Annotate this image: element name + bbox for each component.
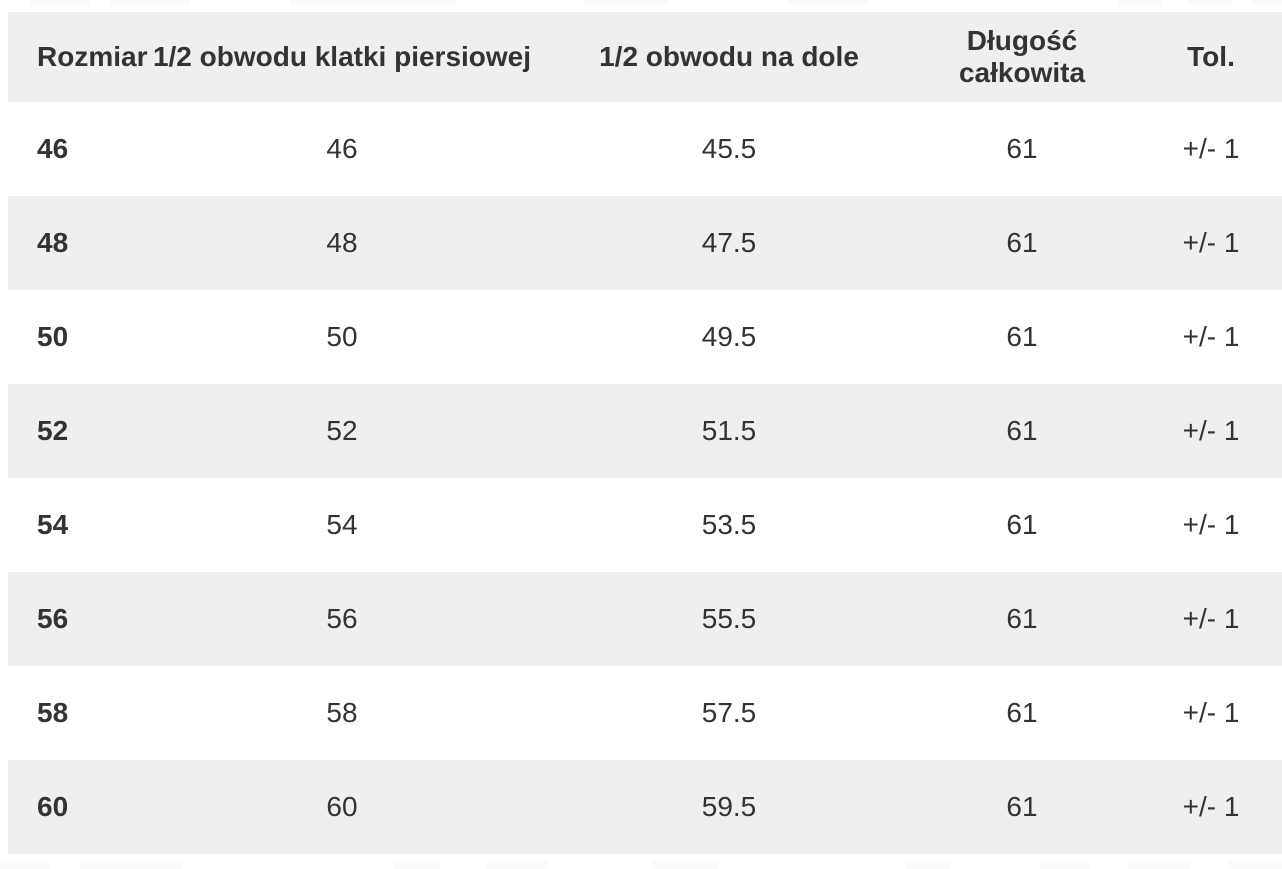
cropped-text-remnant — [290, 0, 455, 5]
cell-chest: 46 — [326, 133, 358, 164]
cell-bottom: 57.5 — [701, 697, 757, 728]
header-cell-chest: 1/2 obwodu klatki piersiowej — [130, 12, 554, 102]
cropped-text-remnant — [393, 861, 440, 869]
cropped-text-remnant — [1228, 861, 1282, 869]
cell-bottom: 47.5 — [701, 227, 757, 258]
cell-bottom: 45.5 — [701, 133, 757, 164]
table-row-size-56: 56 56 55.5 61 +/- 1 — [8, 572, 1282, 666]
cell-chest: 54 — [326, 509, 358, 540]
size-chart-header: Rozmiar 1/2 obwodu klatki piersiowej 1/2 o… — [8, 12, 1282, 102]
cell-rozmiar: 52 — [37, 415, 69, 446]
cell-length: 61 — [1006, 791, 1038, 822]
table-row-size-54: 54 54 53.5 61 +/- 1 — [8, 478, 1282, 572]
cell-rozmiar: 58 — [37, 697, 69, 728]
cropped-text-remnant — [1040, 861, 1090, 869]
cropped-text-remnant — [652, 861, 718, 869]
size-chart-table: Rozmiar 1/2 obwodu klatki piersiowej 1/2 o… — [8, 12, 1282, 854]
header-cell-tolerance: Tol. — [1140, 12, 1282, 102]
cell-tolerance: +/- 1 — [1182, 227, 1240, 258]
cropped-text-remnant — [585, 0, 668, 5]
cell-bottom: 55.5 — [701, 603, 757, 634]
table-row-size-58: 58 58 57.5 61 +/- 1 — [8, 666, 1282, 760]
cell-length: 61 — [1006, 227, 1038, 258]
cell-tolerance: +/- 1 — [1182, 415, 1240, 446]
header-cell-length: Długość całkowita — [904, 12, 1140, 102]
cell-tolerance: +/- 1 — [1182, 697, 1240, 728]
cell-length: 61 — [1006, 509, 1038, 540]
cell-length: 61 — [1006, 415, 1038, 446]
cropped-text-remnant — [905, 861, 950, 869]
cropped-text-remnant — [486, 861, 548, 869]
cropped-text-remnant — [1118, 0, 1162, 5]
cropped-text-remnant — [30, 0, 90, 5]
header-row: Rozmiar 1/2 obwodu klatki piersiowej 1/2 o… — [8, 12, 1282, 102]
cropped-text-remnant — [110, 0, 190, 5]
cell-tolerance: +/- 1 — [1182, 321, 1240, 352]
cell-rozmiar: 56 — [37, 603, 69, 634]
cell-bottom: 51.5 — [701, 415, 757, 446]
cropped-text-remnant — [0, 861, 50, 869]
cell-chest: 50 — [326, 321, 358, 352]
cell-length: 61 — [1006, 133, 1038, 164]
cell-rozmiar: 46 — [37, 133, 69, 164]
cell-bottom: 49.5 — [701, 321, 757, 352]
cell-tolerance: +/- 1 — [1182, 133, 1240, 164]
header-cell-bottom: 1/2 obwodu na dole — [554, 12, 904, 102]
size-chart-body: 46 46 45.5 61 +/- 1 48 48 47.5 61 +/- 1 50 50 49.5 61… — [8, 102, 1282, 854]
cell-tolerance: +/- 1 — [1182, 603, 1240, 634]
cropped-text-remnant — [1188, 0, 1232, 5]
table-row-size-48: 48 48 47.5 61 +/- 1 — [8, 196, 1282, 290]
cropped-text-remnant — [788, 0, 868, 5]
table-row-size-60: 60 60 59.5 61 +/- 1 — [8, 760, 1282, 854]
header-cell-rozmiar: Rozmiar — [8, 12, 147, 102]
cell-rozmiar: 48 — [37, 227, 69, 258]
table-row-size-46: 46 46 45.5 61 +/- 1 — [8, 102, 1282, 196]
cell-bottom: 53.5 — [701, 509, 757, 540]
cell-tolerance: +/- 1 — [1182, 509, 1240, 540]
cropped-text-remnant — [1252, 0, 1282, 5]
cell-tolerance: +/- 1 — [1182, 791, 1240, 822]
cropped-text-remnant — [1128, 861, 1190, 869]
cell-chest: 58 — [326, 697, 358, 728]
cell-chest: 52 — [326, 415, 358, 446]
cell-bottom: 59.5 — [701, 791, 757, 822]
cell-length: 61 — [1006, 321, 1038, 352]
table-row-size-50: 50 50 49.5 61 +/- 1 — [8, 290, 1282, 384]
table-row-size-52: 52 52 51.5 61 +/- 1 — [8, 384, 1282, 478]
cell-rozmiar: 60 — [37, 791, 69, 822]
cell-chest: 48 — [326, 227, 358, 258]
cell-rozmiar: 50 — [37, 321, 69, 352]
cell-length: 61 — [1006, 697, 1038, 728]
cell-chest: 60 — [326, 791, 358, 822]
cell-rozmiar: 54 — [37, 509, 69, 540]
cropped-text-remnant — [80, 861, 182, 869]
cell-chest: 56 — [326, 603, 358, 634]
cell-length: 61 — [1006, 603, 1038, 634]
